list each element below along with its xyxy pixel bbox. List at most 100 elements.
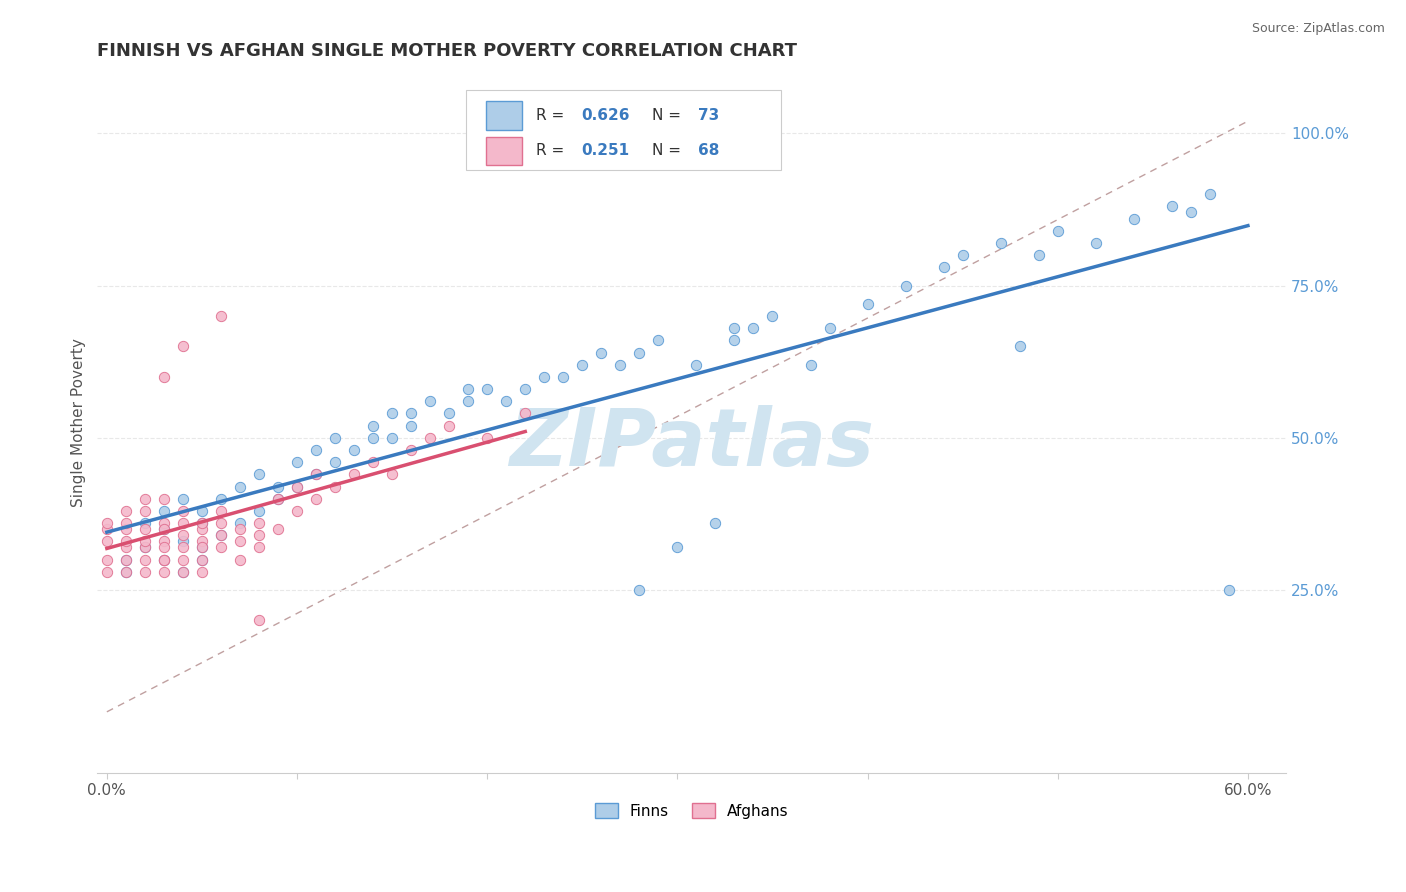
Point bbox=[115, 552, 138, 566]
Point bbox=[247, 541, 270, 555]
Point bbox=[115, 565, 138, 579]
Point bbox=[856, 297, 879, 311]
Point bbox=[191, 565, 214, 579]
Point bbox=[209, 504, 232, 518]
Point bbox=[267, 522, 290, 536]
Point bbox=[229, 479, 252, 493]
Point bbox=[477, 431, 499, 445]
Text: N =: N = bbox=[652, 144, 686, 158]
Point bbox=[153, 522, 176, 536]
Point bbox=[477, 382, 499, 396]
Point bbox=[134, 552, 156, 566]
Point bbox=[191, 516, 214, 530]
Point bbox=[381, 431, 404, 445]
FancyBboxPatch shape bbox=[465, 90, 780, 170]
Point bbox=[115, 534, 138, 549]
Text: R =: R = bbox=[536, 144, 569, 158]
Point bbox=[952, 248, 974, 262]
Point bbox=[799, 358, 821, 372]
Point bbox=[1180, 205, 1202, 219]
Point bbox=[209, 516, 232, 530]
Point bbox=[437, 418, 460, 433]
Point bbox=[172, 565, 194, 579]
Point bbox=[172, 565, 194, 579]
FancyBboxPatch shape bbox=[486, 102, 522, 129]
Point bbox=[647, 334, 669, 348]
Point bbox=[134, 541, 156, 555]
Point bbox=[191, 541, 214, 555]
Point bbox=[134, 534, 156, 549]
Point bbox=[723, 334, 745, 348]
Point bbox=[172, 491, 194, 506]
Point bbox=[343, 467, 366, 482]
Point bbox=[285, 479, 308, 493]
Point bbox=[172, 541, 194, 555]
Point bbox=[381, 467, 404, 482]
Point bbox=[1008, 339, 1031, 353]
Point bbox=[229, 534, 252, 549]
Text: 73: 73 bbox=[697, 108, 718, 123]
Point bbox=[609, 358, 631, 372]
Point bbox=[191, 522, 214, 536]
Point bbox=[628, 582, 651, 597]
Point bbox=[571, 358, 593, 372]
Point bbox=[1218, 582, 1240, 597]
Point bbox=[115, 522, 138, 536]
Point bbox=[134, 491, 156, 506]
Text: N =: N = bbox=[652, 108, 686, 123]
Point bbox=[134, 504, 156, 518]
Point bbox=[685, 358, 707, 372]
Point bbox=[990, 235, 1012, 250]
Point bbox=[153, 565, 176, 579]
Point bbox=[361, 455, 384, 469]
Point bbox=[399, 418, 422, 433]
Point bbox=[172, 516, 194, 530]
Point bbox=[267, 491, 290, 506]
FancyBboxPatch shape bbox=[486, 136, 522, 165]
Point bbox=[96, 534, 118, 549]
Point bbox=[153, 370, 176, 384]
Point bbox=[153, 491, 176, 506]
Point bbox=[153, 534, 176, 549]
Point bbox=[134, 522, 156, 536]
Point bbox=[247, 614, 270, 628]
Point bbox=[419, 394, 441, 409]
Point bbox=[191, 516, 214, 530]
Point bbox=[134, 541, 156, 555]
Point bbox=[285, 479, 308, 493]
Point bbox=[153, 552, 176, 566]
Point bbox=[267, 479, 290, 493]
Point bbox=[591, 345, 613, 359]
Point bbox=[343, 442, 366, 457]
Point bbox=[153, 541, 176, 555]
Point bbox=[115, 504, 138, 518]
Point bbox=[1199, 187, 1222, 202]
Point bbox=[1046, 224, 1069, 238]
Point bbox=[191, 504, 214, 518]
Point bbox=[229, 516, 252, 530]
Point bbox=[704, 516, 727, 530]
Point bbox=[437, 407, 460, 421]
Text: FINNISH VS AFGHAN SINGLE MOTHER POVERTY CORRELATION CHART: FINNISH VS AFGHAN SINGLE MOTHER POVERTY … bbox=[97, 42, 797, 60]
Point bbox=[191, 552, 214, 566]
Text: 0.251: 0.251 bbox=[581, 144, 630, 158]
Point bbox=[381, 407, 404, 421]
Point bbox=[495, 394, 517, 409]
Point bbox=[172, 339, 194, 353]
Point bbox=[191, 534, 214, 549]
Point bbox=[247, 516, 270, 530]
Point bbox=[1028, 248, 1050, 262]
Point bbox=[515, 382, 537, 396]
Point bbox=[153, 552, 176, 566]
Point bbox=[209, 528, 232, 542]
Point bbox=[153, 522, 176, 536]
Point bbox=[761, 309, 783, 323]
Point bbox=[742, 321, 765, 335]
Y-axis label: Single Mother Poverty: Single Mother Poverty bbox=[72, 338, 86, 507]
Point bbox=[894, 278, 917, 293]
Point bbox=[323, 455, 346, 469]
Point bbox=[172, 534, 194, 549]
Point bbox=[305, 467, 328, 482]
Point bbox=[628, 345, 651, 359]
Point bbox=[818, 321, 841, 335]
